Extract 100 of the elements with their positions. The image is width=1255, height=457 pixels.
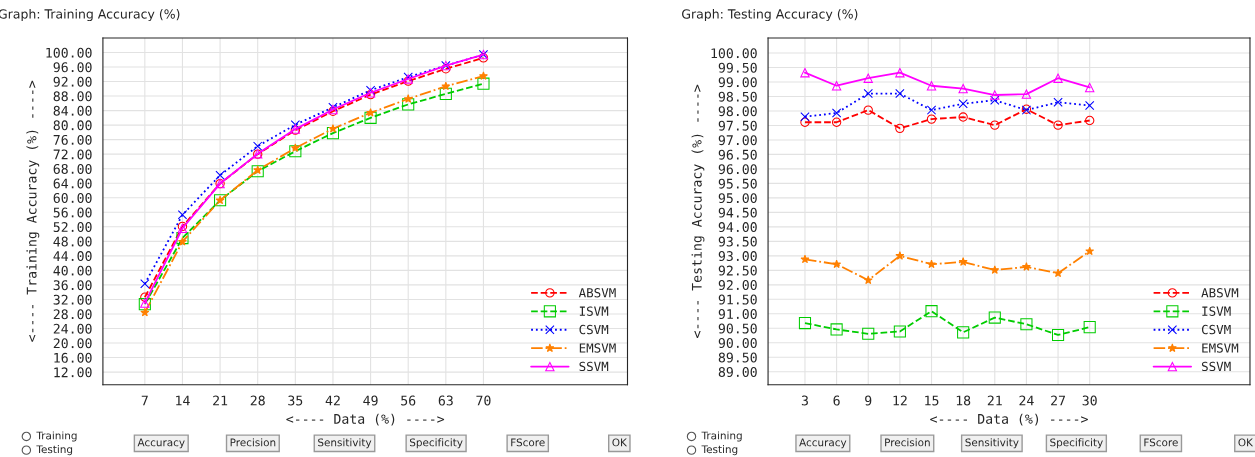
point — [800, 112, 810, 122]
point — [800, 68, 810, 78]
x-tick-label: 14 — [176, 395, 190, 406]
legend-label: EMSVM — [1202, 343, 1239, 353]
x-tick-label: 6 — [833, 395, 840, 406]
x-tick-label: 9 — [865, 395, 872, 406]
text: OK — [612, 438, 628, 447]
y-tick-label: 92.50 — [718, 265, 757, 276]
point — [990, 95, 1000, 105]
y-tick-label: 96.00 — [53, 62, 92, 73]
point — [328, 124, 338, 133]
y-tick-label: 12.00 — [54, 367, 92, 378]
y-tick-label: 99.50 — [718, 62, 757, 73]
point — [800, 254, 810, 264]
point — [895, 123, 905, 134]
y-tick-label: 97.50 — [718, 120, 757, 131]
point — [1053, 73, 1063, 83]
text: Specificity — [409, 438, 463, 449]
text: Sensitivity — [965, 438, 1019, 449]
y-tick-label: 28.00 — [53, 309, 92, 320]
x-tick-label: 18 — [956, 395, 971, 406]
y-tick-label: 90.50 — [718, 323, 757, 334]
y-tick-label: 99.00 — [718, 77, 757, 88]
point — [1053, 268, 1063, 278]
point — [1021, 89, 1032, 99]
x-tick-label: 56 — [401, 395, 416, 406]
chart-title: Graph: Testing Accuracy (%) — [682, 8, 858, 22]
legend-label: CSVM — [1201, 324, 1231, 335]
y-tick-label: 60.00 — [53, 193, 92, 203]
x-axis-title: <---- Data (%) ----> — [286, 413, 445, 426]
x-tick-label: 21 — [213, 395, 228, 406]
point — [1085, 82, 1095, 93]
text: Testing — [701, 445, 738, 456]
point — [290, 120, 301, 130]
y-tick-label: 64.00 — [53, 178, 92, 189]
y-tick-label: 89.00 — [718, 367, 757, 377]
point — [925, 305, 938, 318]
legend-label: SSVM — [579, 361, 609, 372]
point — [798, 317, 812, 330]
text: OK — [1238, 438, 1254, 447]
x-tick-label: 35 — [288, 395, 303, 406]
x-tick-label: 27 — [1051, 395, 1066, 406]
point — [863, 275, 873, 285]
point — [990, 120, 1000, 130]
text: Accuracy — [799, 438, 847, 449]
y-axis-title: <---- Testing Accuracy (%) ----> — [691, 84, 705, 338]
x-tick-label: 21 — [987, 395, 1002, 406]
y-tick-label: 90.00 — [718, 338, 757, 349]
point — [177, 210, 188, 220]
y-tick-label: 48.00 — [53, 236, 92, 247]
legend-label: ABSVM — [1201, 288, 1239, 298]
x-tick-label: 42 — [325, 395, 340, 406]
y-tick-label: 96.50 — [718, 149, 757, 160]
text: Precision — [230, 438, 276, 447]
point — [1085, 246, 1095, 256]
text: Training — [36, 431, 77, 442]
y-tick-label: 97.00 — [718, 135, 757, 146]
point — [1053, 120, 1063, 130]
legend-label: ABSVM — [578, 288, 616, 298]
y-tick-label: 68.00 — [53, 163, 92, 174]
point — [402, 98, 415, 111]
point — [863, 73, 873, 83]
point — [1021, 262, 1031, 271]
y-tick-label: 95.50 — [718, 178, 757, 189]
point — [140, 307, 150, 317]
point — [1083, 321, 1096, 334]
point — [958, 83, 968, 94]
y-tick-label: 93.50 — [718, 236, 757, 247]
point — [364, 111, 377, 124]
y-tick-label: 44.00 — [53, 251, 92, 262]
text: Testing — [36, 445, 73, 456]
x-tick-label: 49 — [363, 395, 378, 406]
text: FScore — [1144, 438, 1178, 447]
y-tick-label: 80.00 — [53, 120, 92, 131]
point — [289, 145, 302, 158]
point — [926, 114, 937, 124]
y-tick-label: 92.00 — [718, 280, 757, 291]
point — [215, 170, 225, 180]
legend-label: ISVM — [579, 306, 609, 316]
point — [253, 141, 263, 151]
point — [1085, 100, 1095, 111]
y-tick-label: 89.50 — [718, 352, 757, 363]
x-tick-label: 12 — [893, 395, 907, 406]
point — [831, 81, 842, 91]
point — [958, 112, 968, 122]
y-tick-label: 36.00 — [53, 280, 92, 291]
text: Specificity — [1050, 438, 1103, 449]
point — [366, 108, 376, 117]
y-tick-label: 20.00 — [53, 338, 92, 349]
y-tick-label: 40.00 — [53, 265, 92, 276]
y-tick-label: 72.00 — [53, 149, 92, 160]
point — [478, 53, 489, 63]
y-tick-label: 56.00 — [53, 207, 92, 218]
x-tick-label: 24 — [1019, 395, 1034, 406]
point — [439, 87, 452, 100]
point — [477, 77, 490, 90]
y-tick-label: 94.50 — [718, 207, 757, 218]
point — [1053, 97, 1063, 107]
x-axis-title: <---- Data (%) ----> — [930, 413, 1088, 426]
x-tick-label: 15 — [925, 395, 939, 406]
